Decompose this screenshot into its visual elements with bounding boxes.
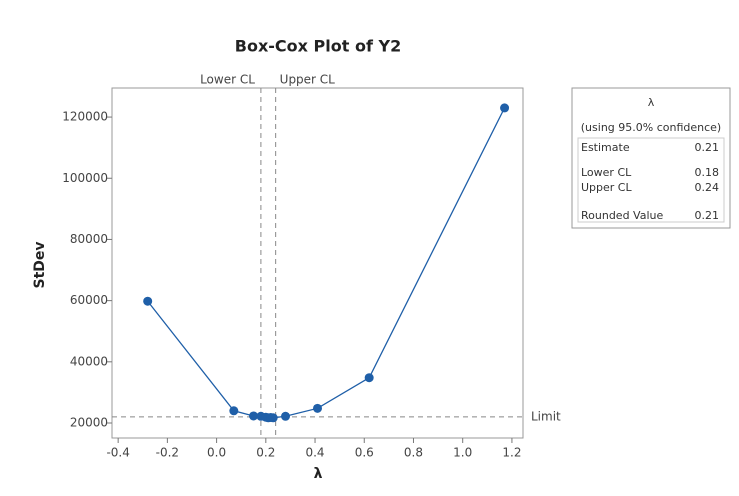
data-point: [500, 103, 510, 113]
data-point: [281, 411, 291, 421]
y-axis-label: StDev: [32, 241, 48, 288]
y-tick-label: 40000: [70, 354, 108, 368]
legend-box: [571, 87, 731, 229]
ci-label: Lower CL: [200, 73, 255, 87]
x-tick-label: 0.6: [355, 446, 374, 460]
legend-row-label: Upper CL: [581, 181, 632, 194]
x-tick-label: 1.2: [502, 446, 521, 460]
x-tick-label: 0.8: [404, 446, 423, 460]
legend-row-value: 0.24: [695, 181, 720, 194]
plot-area: [111, 87, 524, 439]
legend-row-value: 0.18: [695, 166, 720, 179]
x-tick-label: -0.4: [106, 446, 129, 460]
data-point: [143, 296, 153, 306]
y-tick-label: 100000: [62, 171, 108, 185]
legend-row-value: 0.21: [695, 209, 720, 222]
x-tick-label: -0.2: [156, 446, 179, 460]
legend-row-label: Lower CL: [581, 166, 632, 179]
limit-label: Limit: [531, 409, 561, 423]
y-tick-label: 20000: [70, 416, 108, 430]
data-point: [249, 411, 259, 421]
y-tick-label: 80000: [70, 232, 108, 246]
data-point: [313, 403, 322, 413]
legend-inner-box: [577, 137, 725, 223]
legend-title: λ: [648, 96, 655, 109]
x-tick-label: 0.4: [305, 446, 324, 460]
legend-subtitle: (using 95.0% confidence): [581, 121, 721, 134]
x-tick-label: 0.2: [256, 446, 275, 460]
x-tick-label: 1.0: [453, 446, 472, 460]
x-tick-label: 0.0: [207, 446, 226, 460]
data-point: [229, 406, 239, 416]
legend-row-label: Estimate: [581, 141, 630, 154]
x-axis-label: λ: [314, 466, 323, 482]
data-point: [268, 413, 278, 423]
chart-title: Box-Cox Plot of Y2: [235, 37, 401, 56]
legend-row-label: Rounded Value: [581, 209, 663, 222]
y-tick-label: 120000: [62, 110, 108, 124]
ci-label: Upper CL: [280, 73, 336, 87]
legend-row-value: 0.21: [695, 141, 720, 154]
data-point: [364, 373, 374, 383]
legend: λ (using 95.0% confidence) Estimate 0.21 Low…: [571, 87, 731, 229]
y-tick-label: 60000: [70, 293, 108, 307]
